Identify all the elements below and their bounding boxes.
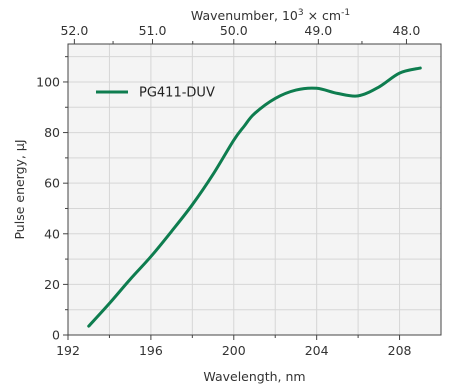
y-tick-label: 20 bbox=[44, 277, 60, 292]
y-tick-label: 60 bbox=[44, 176, 60, 191]
y-tick-label: 80 bbox=[44, 125, 60, 140]
top-tick-label: 51.0 bbox=[139, 23, 167, 38]
top-wavenumber-axis: 52.0 51.0 50.0 49.0 48.0 bbox=[60, 23, 420, 44]
grid-lines bbox=[68, 44, 441, 335]
legend: PG411-DUV bbox=[96, 86, 215, 101]
plot-area bbox=[68, 44, 441, 335]
top-axis-title: Wavenumber, 103 × cm-1 bbox=[191, 8, 350, 23]
top-tick-label: 52.0 bbox=[60, 23, 88, 38]
x-axis-title: Wavelength, nm bbox=[203, 369, 305, 384]
y-axis: 0 20 40 60 80 100 bbox=[36, 56, 68, 343]
y-tick-label: 40 bbox=[44, 226, 60, 241]
x-axis: 192 196 200 204 208 bbox=[56, 335, 412, 358]
y-tick-label: 0 bbox=[52, 328, 60, 343]
top-axis-title-sup2: -1 bbox=[341, 8, 350, 18]
x-tick-label: 200 bbox=[222, 343, 246, 358]
x-tick-label: 204 bbox=[305, 343, 329, 358]
x-tick-label: 192 bbox=[56, 343, 80, 358]
x-tick-label: 208 bbox=[388, 343, 412, 358]
x-tick-label: 196 bbox=[139, 343, 163, 358]
series-line-pg411-duv bbox=[87, 66, 422, 328]
legend-label: PG411-DUV bbox=[139, 86, 215, 101]
plot-frame bbox=[67, 43, 442, 336]
top-axis-title-main: Wavenumber, 10 bbox=[191, 8, 298, 23]
top-tick-label: 48.0 bbox=[393, 23, 421, 38]
top-tick-label: 49.0 bbox=[304, 23, 332, 38]
top-axis-title-mid: × cm bbox=[304, 8, 341, 23]
y-tick-label: 100 bbox=[36, 74, 60, 89]
top-axis-title-sup1: 3 bbox=[298, 8, 304, 18]
y-axis-title: Pulse energy, μJ bbox=[12, 139, 27, 239]
top-tick-label: 50.0 bbox=[220, 23, 248, 38]
